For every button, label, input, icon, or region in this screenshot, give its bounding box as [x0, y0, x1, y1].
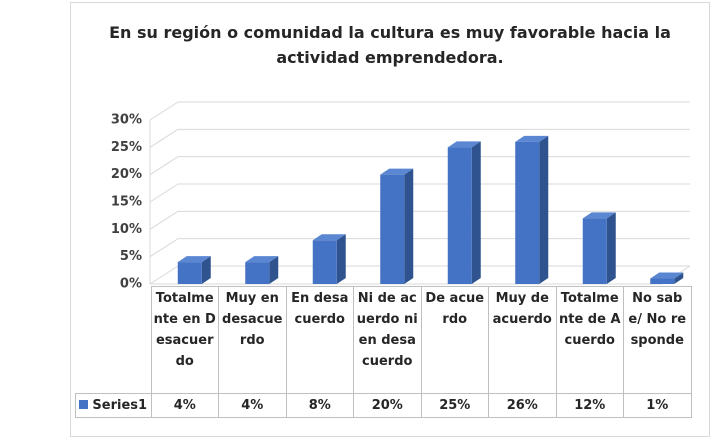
- bar-front: [515, 141, 540, 284]
- category-label: Totalmente de Acuerdo: [555, 286, 624, 394]
- bar-side: [606, 212, 616, 284]
- bar-top: [245, 256, 279, 263]
- grid-line: [149, 238, 179, 258]
- bar-front: [447, 147, 472, 284]
- chart-frame: [70, 2, 710, 437]
- value-label: 4%: [218, 393, 287, 418]
- bar-top: [380, 168, 414, 175]
- bar-front: [650, 278, 675, 284]
- bar-side: [404, 168, 414, 284]
- category-label: Ni de acuerdo ni en desacuerdo: [353, 286, 422, 394]
- legend-cell: Series1: [75, 393, 152, 418]
- y-tick-label: 20%: [111, 167, 142, 182]
- value-label: 20%: [353, 393, 422, 418]
- bar-top: [650, 272, 684, 279]
- bar: [312, 234, 346, 284]
- data-table: Totalmente en Desacuerdo Muy en desacuerd…: [75, 286, 692, 418]
- bar-top: [177, 256, 211, 263]
- category-label: En desacuerdo: [285, 286, 354, 394]
- y-tick-label: 5%: [120, 249, 142, 264]
- bar-side: [201, 256, 211, 284]
- bar: [380, 168, 414, 284]
- bar-top: [312, 234, 346, 241]
- bar-top: [447, 141, 481, 148]
- legend-swatch: [79, 400, 89, 409]
- bar-side: [336, 234, 346, 284]
- category-label: No sabe/ No responde: [623, 286, 692, 394]
- bar-top: [582, 212, 616, 219]
- category-label: Totalmente en Desacuerdo: [150, 286, 219, 394]
- grid-line: [149, 265, 179, 285]
- bar: [582, 212, 616, 284]
- bar-front: [380, 174, 405, 284]
- grid-line: [149, 183, 179, 203]
- y-tick-label: 15%: [111, 195, 142, 210]
- value-label: 26%: [488, 393, 557, 418]
- category-label: De acuerdo: [420, 286, 489, 394]
- value-label: 25%: [420, 393, 489, 418]
- corner-cell: [75, 286, 152, 394]
- bar-side: [471, 141, 481, 284]
- value-label: 1%: [623, 393, 692, 418]
- bar-front: [177, 262, 202, 284]
- bar-front: [245, 262, 270, 284]
- bar: [447, 141, 481, 284]
- bar-side: [674, 272, 684, 284]
- category-label: Muy de acuerdo: [488, 286, 557, 394]
- chart-title: En su región o comunidad la cultura es m…: [109, 23, 671, 67]
- grid-line: [149, 156, 179, 176]
- bar-top: [515, 135, 549, 142]
- y-tick-label: 30%: [111, 113, 142, 128]
- y-tick-label: 10%: [111, 222, 142, 237]
- bar-side: [269, 256, 279, 284]
- y-tick-label: 25%: [111, 140, 142, 155]
- bar-front: [312, 240, 337, 284]
- value-label: 12%: [555, 393, 624, 418]
- legend-label: Series1: [92, 398, 148, 413]
- bar-front: [582, 218, 607, 284]
- bar-side: [539, 135, 549, 284]
- value-label: 4%: [150, 393, 219, 418]
- grid-line: [149, 210, 179, 230]
- category-label: Muy en desacuerdo: [218, 286, 287, 394]
- bar: [245, 256, 279, 284]
- grid-line: [149, 128, 179, 148]
- bar: [515, 135, 549, 284]
- value-label: 8%: [285, 393, 354, 418]
- grid-line: [149, 101, 179, 121]
- bar: [650, 272, 684, 284]
- bar: [177, 256, 211, 284]
